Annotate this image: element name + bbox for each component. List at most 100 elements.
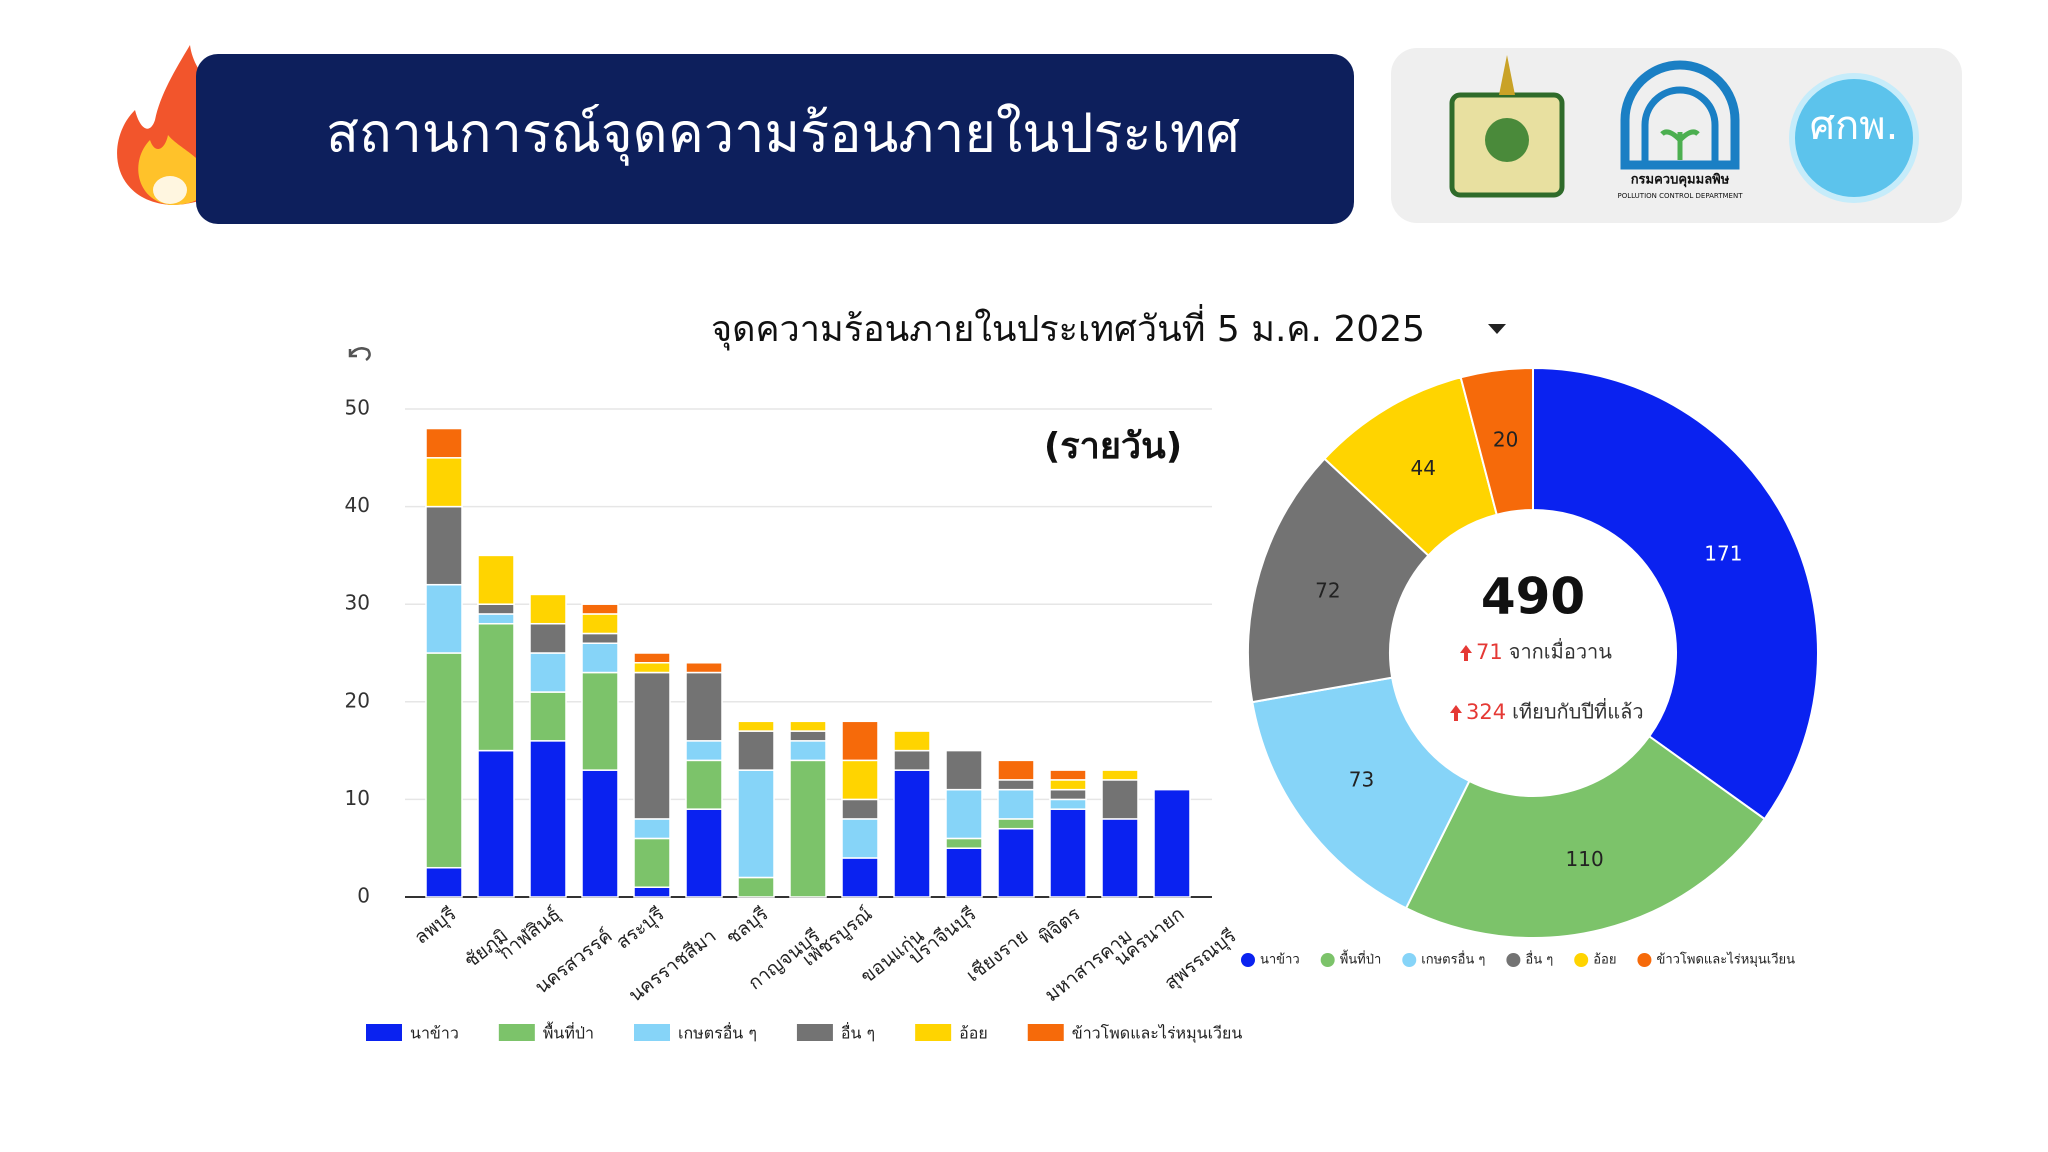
- change-value: 324: [1466, 700, 1506, 724]
- bar-segment: [945, 837, 983, 849]
- y-tick-label: 40: [345, 493, 370, 517]
- bar-segment: [529, 740, 567, 898]
- bar-segment: [945, 788, 983, 840]
- bar-segment: [529, 593, 567, 625]
- bar-segment: [893, 730, 931, 752]
- bar-segment: [477, 603, 515, 615]
- bar-segment: [529, 622, 567, 654]
- bar-segment: [581, 613, 619, 635]
- legend-swatch: [1506, 953, 1521, 967]
- donut-slice: [1251, 676, 1471, 910]
- dropdown-icon[interactable]: [1488, 324, 1506, 334]
- bar-segment: [997, 827, 1035, 898]
- bar-segment: [893, 749, 931, 771]
- chart-subtitle: จุดความร้อนภายในประเทศวันที่ 5 ม.ค. 2025: [711, 304, 1425, 351]
- bar-segment: [581, 769, 619, 898]
- data-label: 110: [1566, 847, 1604, 871]
- data-label: 20: [1493, 427, 1518, 451]
- bar-segment: [997, 788, 1035, 820]
- bar-segment: [529, 691, 567, 742]
- legend-swatch: [1637, 953, 1652, 967]
- legend-swatch: [1241, 953, 1255, 967]
- legend-label: นาข้าว: [1260, 953, 1300, 968]
- bar-segment: [425, 866, 463, 898]
- bar-segment: [841, 798, 879, 820]
- legend-swatch: [796, 1024, 833, 1041]
- donut-slice: [1532, 366, 1819, 821]
- bar-segment: [425, 457, 463, 508]
- bar-segment: [1153, 788, 1191, 898]
- bar-segment: [685, 740, 723, 762]
- bar-segment: [789, 740, 827, 762]
- bar-segment: [633, 837, 671, 888]
- bar-segment: [581, 671, 619, 771]
- bar-segment: [1049, 769, 1087, 781]
- logo-text: POLLUTION CONTROL DEPARTMENT: [1617, 192, 1743, 200]
- bar-segment: [1049, 798, 1087, 810]
- logo-text: กรมควบคุมมลพิษ: [1631, 173, 1730, 188]
- bar-segment: [477, 613, 515, 625]
- legend-label: เกษตรอื่น ๆ: [678, 1022, 757, 1043]
- bar-segment: [1101, 769, 1139, 781]
- bar-segment: [841, 759, 879, 801]
- change-label: เทียบกับปีที่แล้ว: [1512, 698, 1644, 724]
- bar-segment: [841, 857, 879, 898]
- change-value: 71: [1476, 640, 1503, 664]
- bar-segment: [1101, 779, 1139, 820]
- bar-segment: [789, 759, 827, 898]
- bar-segment: [737, 769, 775, 879]
- bar-segment: [685, 759, 723, 810]
- legend-label: พื้นที่ป่า: [1340, 950, 1382, 968]
- bar-segment: [1049, 808, 1087, 898]
- legend-label: อ้อย: [959, 1024, 988, 1043]
- bar-segment: [477, 554, 515, 605]
- legend-swatch: [1574, 953, 1589, 967]
- bar-segment: [1049, 779, 1087, 791]
- change-label: จากเมื่อวาน: [1509, 638, 1613, 664]
- bar-segment: [581, 642, 619, 674]
- bar-segment: [945, 847, 983, 898]
- bar-segment: [633, 652, 671, 664]
- bar-segment: [425, 505, 463, 586]
- y-tick-label: 30: [345, 591, 370, 615]
- y-tick-label: 20: [345, 688, 370, 712]
- up-arrow: [1450, 705, 1462, 721]
- bars: [425, 427, 1191, 898]
- y-tick-label: 0: [357, 884, 370, 908]
- bar-segment: [737, 730, 775, 771]
- bar-segment: [477, 622, 515, 752]
- bar-segment: [685, 808, 723, 898]
- data-label: 171: [1704, 542, 1742, 566]
- donut-slice: [1459, 366, 1534, 516]
- up-arrow: [1460, 645, 1472, 661]
- bar-segment: [685, 671, 723, 742]
- undo-icon[interactable]: [348, 347, 371, 362]
- bar-segment: [633, 671, 671, 820]
- bar-segment: [425, 652, 463, 869]
- y-tick-label: 50: [345, 396, 370, 420]
- bar-segment: [581, 632, 619, 644]
- data-label: 44: [1411, 456, 1436, 480]
- bar-segment: [789, 720, 827, 732]
- donut-slice: [1404, 734, 1767, 939]
- bar-segment: [737, 720, 775, 732]
- annotation: (รายวัน): [1044, 426, 1182, 467]
- bar-segment: [581, 603, 619, 615]
- bar-segment: [529, 652, 567, 693]
- legend-swatch: [915, 1024, 952, 1041]
- bar-segment: [997, 818, 1035, 830]
- bar-segment: [789, 730, 827, 742]
- donut-chart: 171 110 73 72 44 20 490 71 จากเมื่อวาน 324 เทียบกั…: [1241, 366, 1819, 968]
- legend-label: พื้นที่ป่า: [543, 1022, 594, 1043]
- bar-segment: [945, 749, 983, 791]
- bar-segment: [477, 749, 515, 898]
- bar-segment: [1049, 788, 1087, 801]
- bar-segment: [685, 662, 723, 674]
- legend-swatch: [634, 1024, 670, 1041]
- legend-swatch: [1320, 953, 1335, 967]
- bar-segment: [841, 720, 879, 762]
- bar-segment: [633, 886, 671, 898]
- bar-segment: [633, 662, 671, 674]
